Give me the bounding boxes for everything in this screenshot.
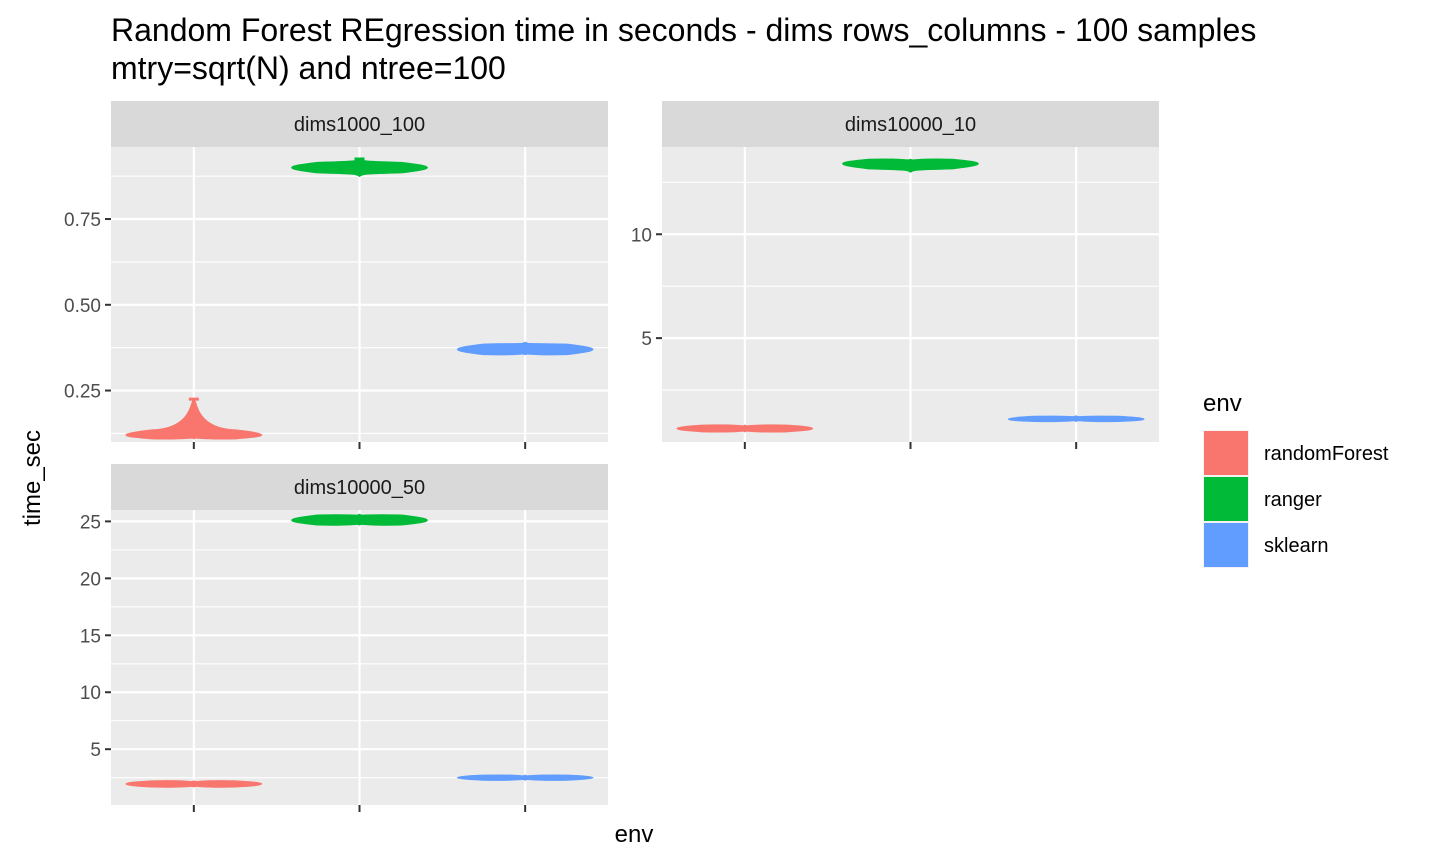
x-axis-title: env	[615, 821, 654, 848]
legend: env randomForest ranger sklearn	[1203, 390, 1389, 568]
violin-sklearn	[1008, 415, 1145, 423]
facet-panel-dims1000_100: dims1000_100 0.25 0.50 0.75	[64, 101, 608, 449]
y-tick-label: 0.75	[64, 210, 101, 231]
facet-strip-label: dims1000_100	[294, 114, 425, 136]
legend-key-swatch	[1204, 523, 1248, 567]
chart-title: Random Forest REgression time in seconds…	[111, 12, 1256, 48]
facet-strip	[111, 101, 608, 147]
legend-item-ranger: ranger	[1203, 476, 1322, 522]
y-tick-label: 5	[641, 329, 652, 350]
y-tick-label: 0.25	[64, 382, 101, 403]
violin-randomForest	[125, 780, 262, 788]
legend-key-swatch	[1204, 477, 1248, 521]
violin-ranger	[842, 158, 979, 173]
facet-panel-dims10000_10: dims10000_10 5 10	[631, 101, 1159, 449]
y-tick-label: 25	[80, 512, 101, 533]
y-tick-label: 15	[80, 626, 101, 647]
legend-title: env	[1203, 390, 1242, 417]
y-tick-label: 0.50	[64, 296, 101, 317]
legend-key-swatch	[1204, 431, 1248, 475]
chart-subtitle: mtry=sqrt(N) and ntree=100	[111, 50, 506, 86]
legend-item-randomForest: randomForest	[1203, 430, 1389, 476]
violin-randomForest	[676, 424, 813, 433]
legend-item-label: ranger	[1264, 489, 1322, 511]
y-tick-label: 10	[80, 683, 101, 704]
facet-strip-label: dims10000_50	[294, 477, 425, 499]
y-tick-label: 20	[80, 569, 101, 590]
y-tick-label: 10	[631, 225, 652, 246]
legend-item-label: randomForest	[1264, 443, 1389, 465]
facet-strip	[662, 101, 1159, 147]
legend-item-label: sklearn	[1264, 535, 1328, 557]
y-tick-label: 5	[90, 740, 101, 761]
violin-sklearn	[457, 341, 594, 356]
legend-item-sklearn: sklearn	[1203, 522, 1328, 568]
facet-panel-dims10000_50: dims10000_50 5 10 15 20 25	[80, 464, 608, 812]
facet-strip	[111, 464, 608, 510]
y-axis-title: time_sec	[19, 430, 46, 526]
violin-sklearn	[457, 774, 594, 781]
violin-ranger	[291, 513, 428, 526]
facet-panels: dims1000_1000.250.500.75dims10000_10510d…	[64, 101, 1159, 812]
facet-strip-label: dims10000_10	[845, 114, 976, 136]
